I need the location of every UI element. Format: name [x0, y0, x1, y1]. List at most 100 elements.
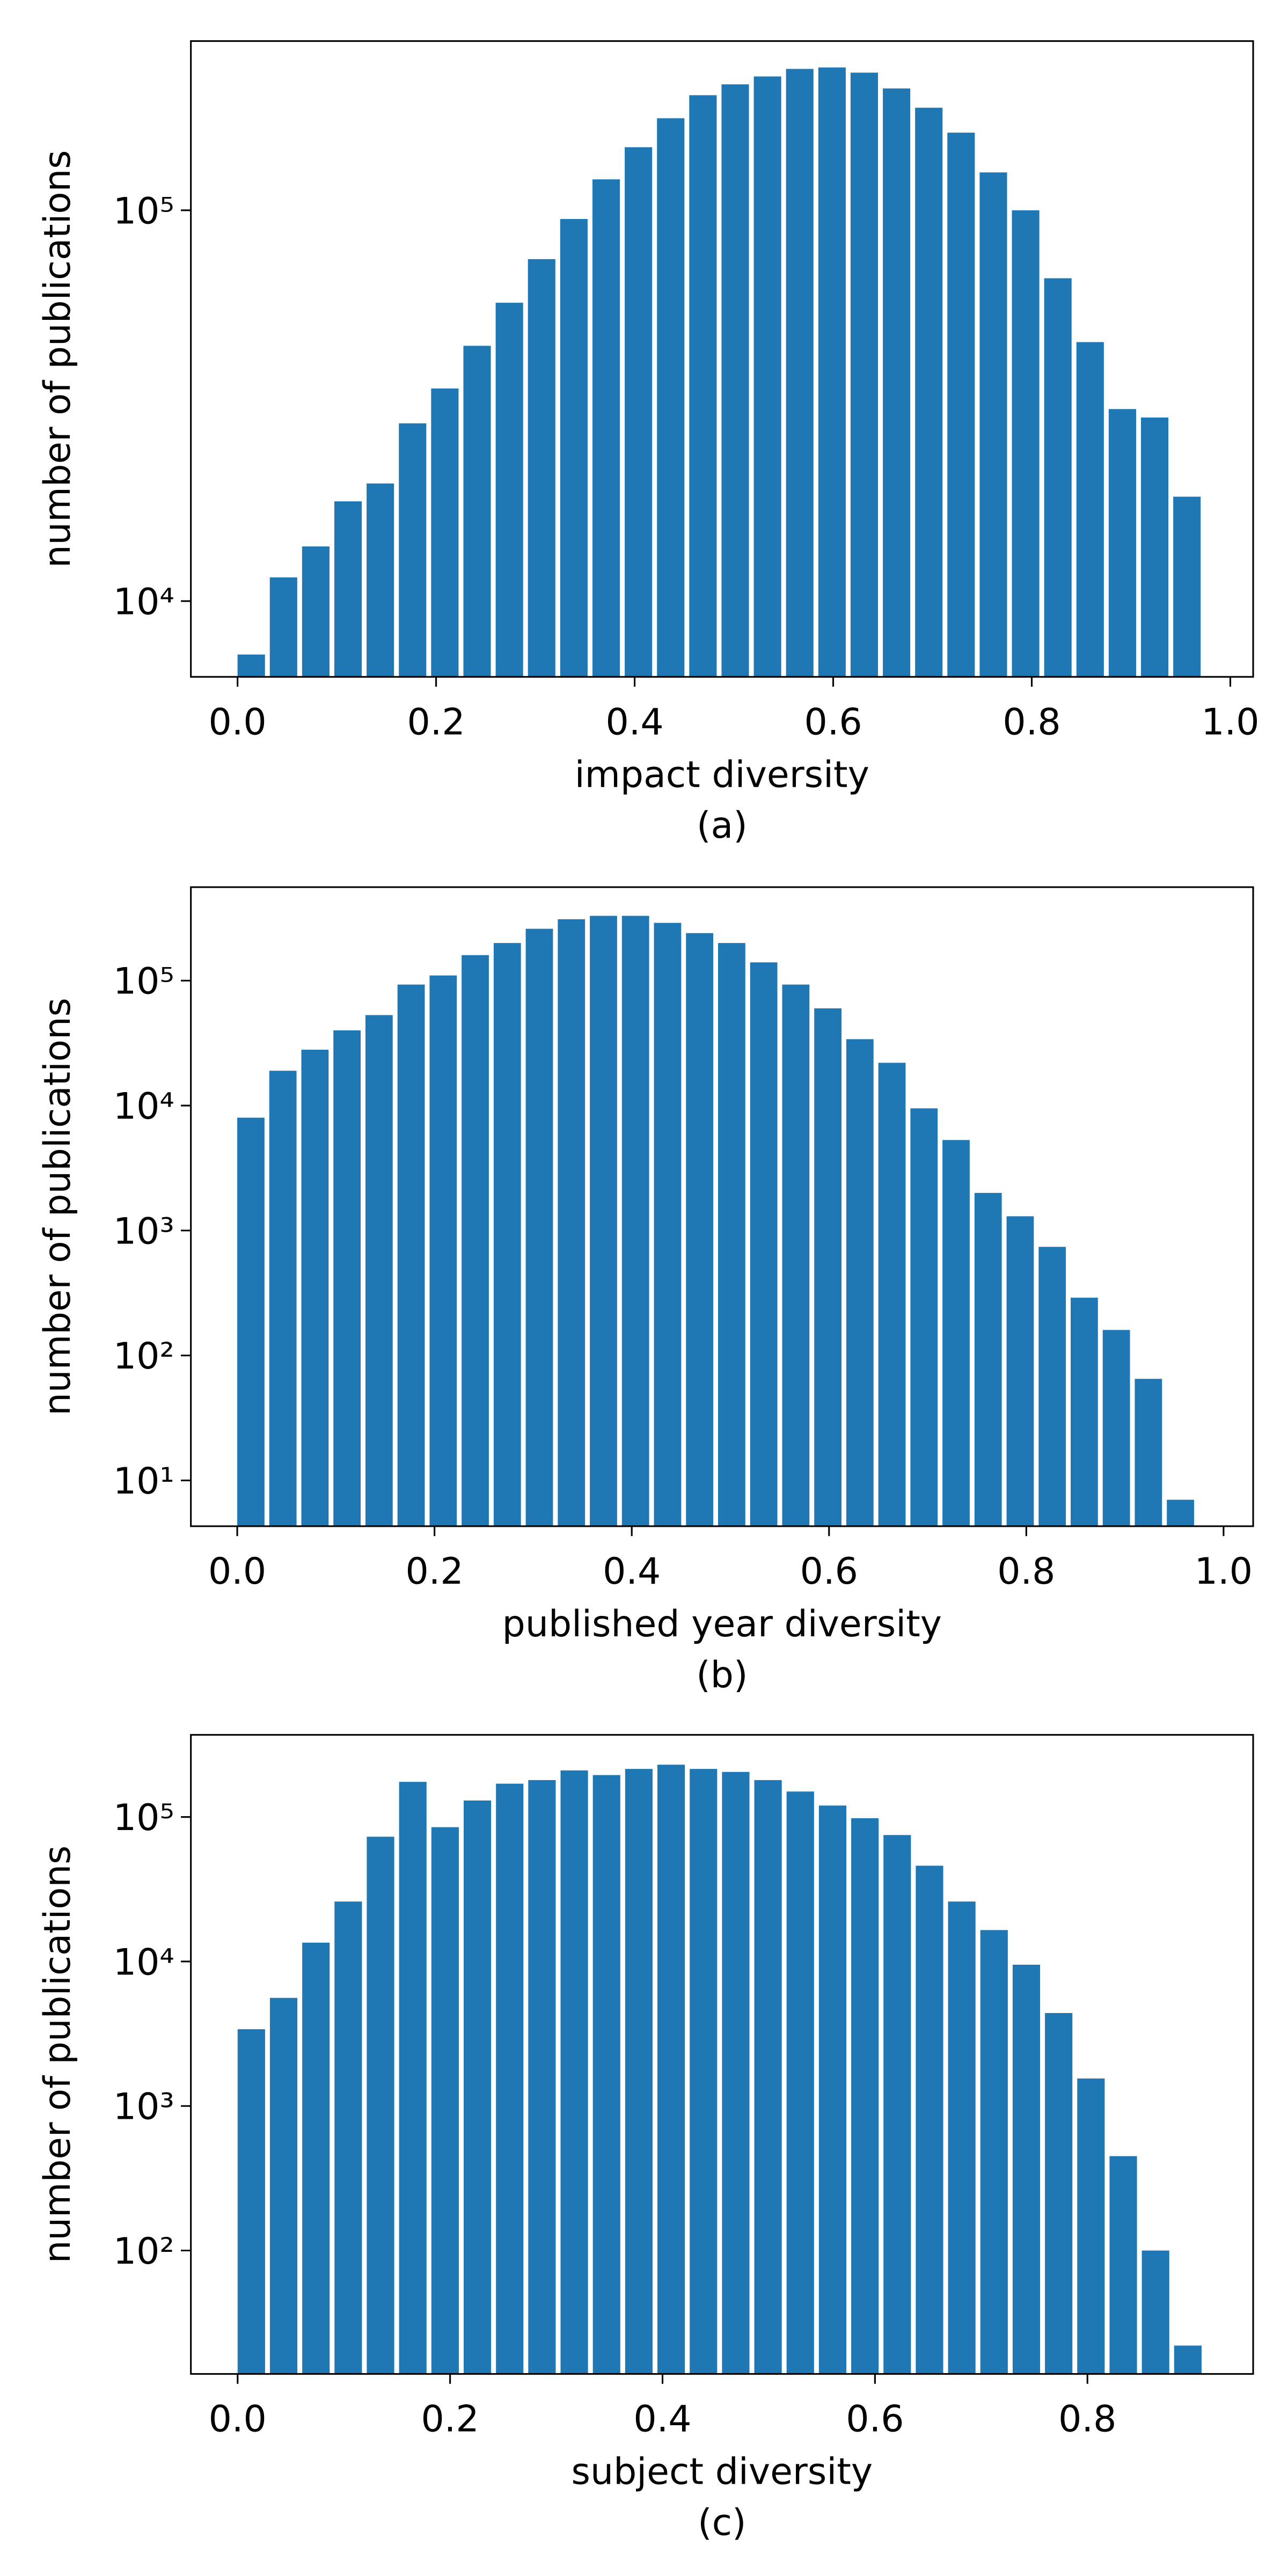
bar [782, 984, 810, 1526]
bar [883, 1835, 911, 2374]
bar [916, 1865, 943, 2374]
x-tick-label: 0.8 [1058, 2398, 1116, 2440]
bar [525, 928, 553, 1526]
bar [947, 133, 975, 677]
bar [431, 388, 459, 677]
bar [878, 1063, 906, 1526]
bar [462, 955, 489, 1526]
bar [1167, 1499, 1195, 1526]
x-axis-label: impact diversity [575, 753, 869, 796]
bar [1044, 278, 1072, 677]
bar [1076, 342, 1104, 677]
y-tick-label: 10⁴ [113, 1085, 174, 1128]
bar [625, 1769, 653, 2374]
bar [883, 88, 911, 677]
bar [1102, 1330, 1130, 1526]
x-axis-label: subject diversity [572, 2450, 873, 2493]
y-tick-label: 10⁵ [113, 960, 174, 1002]
bar [560, 1770, 588, 2374]
axes-frame [190, 1734, 1254, 2375]
bar [942, 1140, 970, 1526]
bar [1135, 1379, 1162, 1526]
bar [592, 179, 620, 677]
bar [237, 1117, 265, 1526]
y-tick-label: 10¹ [113, 1460, 174, 1502]
bar [463, 346, 491, 677]
axes-frame [190, 40, 1254, 678]
x-tick-label: 0.8 [1002, 701, 1060, 743]
bar [590, 916, 617, 1526]
x-tick-label: 0.6 [846, 2398, 904, 2440]
y-axis-label: number of publications [36, 1846, 78, 2263]
y-tick-label: 10² [113, 1335, 174, 1378]
y-axis-label: number of publications [36, 998, 78, 1415]
bar [463, 1800, 492, 2374]
bar [429, 975, 457, 1526]
bar [365, 1015, 393, 1526]
bar [1045, 2012, 1073, 2374]
bar [818, 1805, 847, 2374]
caption: (c) [698, 2501, 746, 2544]
x-tick-label: 0.6 [800, 1550, 858, 1592]
bar [269, 577, 297, 677]
x-tick-label: 0.2 [407, 701, 465, 743]
x-tick-label: 0.2 [406, 1550, 464, 1592]
bar [301, 1049, 329, 1526]
y-tick-label: 10⁵ [113, 190, 174, 232]
bar [1012, 1964, 1041, 2374]
bar [1141, 417, 1169, 677]
y-tick-label: 10³ [113, 2085, 174, 2128]
bar [754, 1780, 782, 2374]
bar [592, 1775, 620, 2374]
bar [654, 923, 682, 1526]
bar [333, 1030, 361, 1526]
bar [657, 1765, 685, 2374]
bar [1174, 2345, 1202, 2374]
y-tick-label: 10⁵ [113, 1796, 174, 1839]
bar [1173, 496, 1201, 677]
bar [558, 919, 586, 1526]
bar [850, 72, 879, 677]
bar [528, 1780, 556, 2374]
bar [302, 1942, 330, 2374]
y-tick-label: 10³ [113, 1210, 174, 1253]
bar [910, 1108, 938, 1526]
bar [1077, 2078, 1105, 2374]
bar [560, 219, 588, 677]
bar [753, 76, 781, 677]
bar [1038, 1247, 1066, 1526]
bar [621, 916, 649, 1526]
bar [1006, 1216, 1034, 1526]
bar [689, 95, 717, 677]
bar [269, 1071, 297, 1526]
bar [722, 1772, 750, 2374]
bar [431, 1827, 459, 2374]
bar [269, 1997, 298, 2374]
bar [1071, 1298, 1098, 1526]
y-tick-label: 10⁴ [113, 581, 174, 623]
bar [948, 1901, 976, 2374]
x-tick-label: 0.2 [421, 2398, 479, 2440]
bar [974, 1192, 1002, 1526]
bar [237, 2029, 265, 2374]
bar [334, 1901, 362, 2374]
bar [980, 1930, 1008, 2374]
bar [334, 501, 362, 677]
x-tick-label: 0.4 [603, 1550, 661, 1592]
bar [1012, 210, 1040, 677]
bar [237, 654, 265, 677]
bar [495, 303, 523, 677]
x-tick-label: 0.0 [208, 1550, 266, 1592]
y-tick-label: 10⁴ [113, 1941, 174, 1984]
bar [302, 546, 330, 677]
bar [657, 118, 685, 677]
bar [979, 172, 1007, 677]
bar [625, 147, 653, 677]
bar [399, 1782, 427, 2374]
bar [1109, 2156, 1137, 2374]
bar [1141, 2250, 1169, 2374]
bar [750, 962, 778, 1526]
x-tick-label: 1.0 [1195, 1550, 1253, 1592]
bar [496, 1783, 524, 2374]
